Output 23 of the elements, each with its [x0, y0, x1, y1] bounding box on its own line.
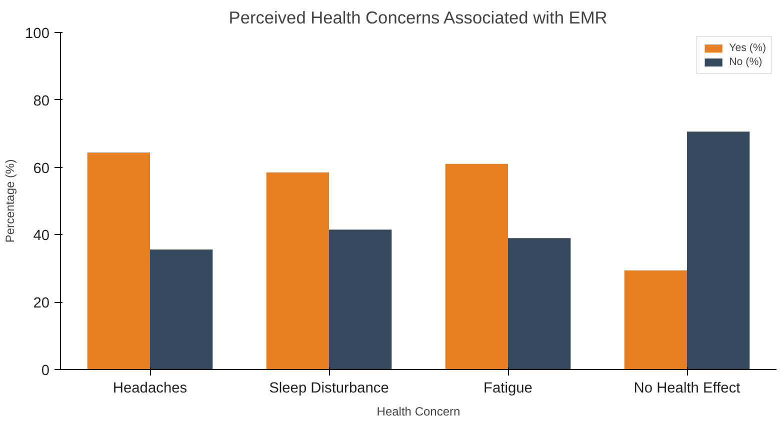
y-tick-label: 60 [33, 160, 50, 177]
legend-label: No (%) [729, 56, 762, 68]
legend-label: Yes (%) [729, 42, 766, 54]
y-tick-label: 20 [33, 296, 50, 312]
y-tick-label: 0 [41, 363, 50, 379]
y-tick-label: 80 [33, 93, 50, 110]
bar [266, 172, 329, 370]
bar [687, 132, 750, 370]
x-axis-title: Health Concern [376, 404, 460, 418]
y-axis-title: Percentage (%) [3, 159, 18, 243]
bar [329, 230, 392, 370]
x-tick-label: Sleep Disturbance [269, 380, 389, 396]
y-tick-label: 100 [25, 26, 50, 42]
y-tick-label: 40 [33, 228, 50, 244]
x-tick-label: Headaches [112, 380, 188, 396]
bar [87, 152, 150, 370]
bar [508, 238, 571, 370]
chart-title: Perceived Health Concerns Associated with EMR [228, 8, 608, 28]
bar [150, 250, 213, 370]
bar [445, 164, 508, 370]
bar [624, 270, 687, 370]
x-tick-label: Fatigue [484, 380, 532, 396]
x-tick-label: No Health Effect [634, 380, 740, 396]
